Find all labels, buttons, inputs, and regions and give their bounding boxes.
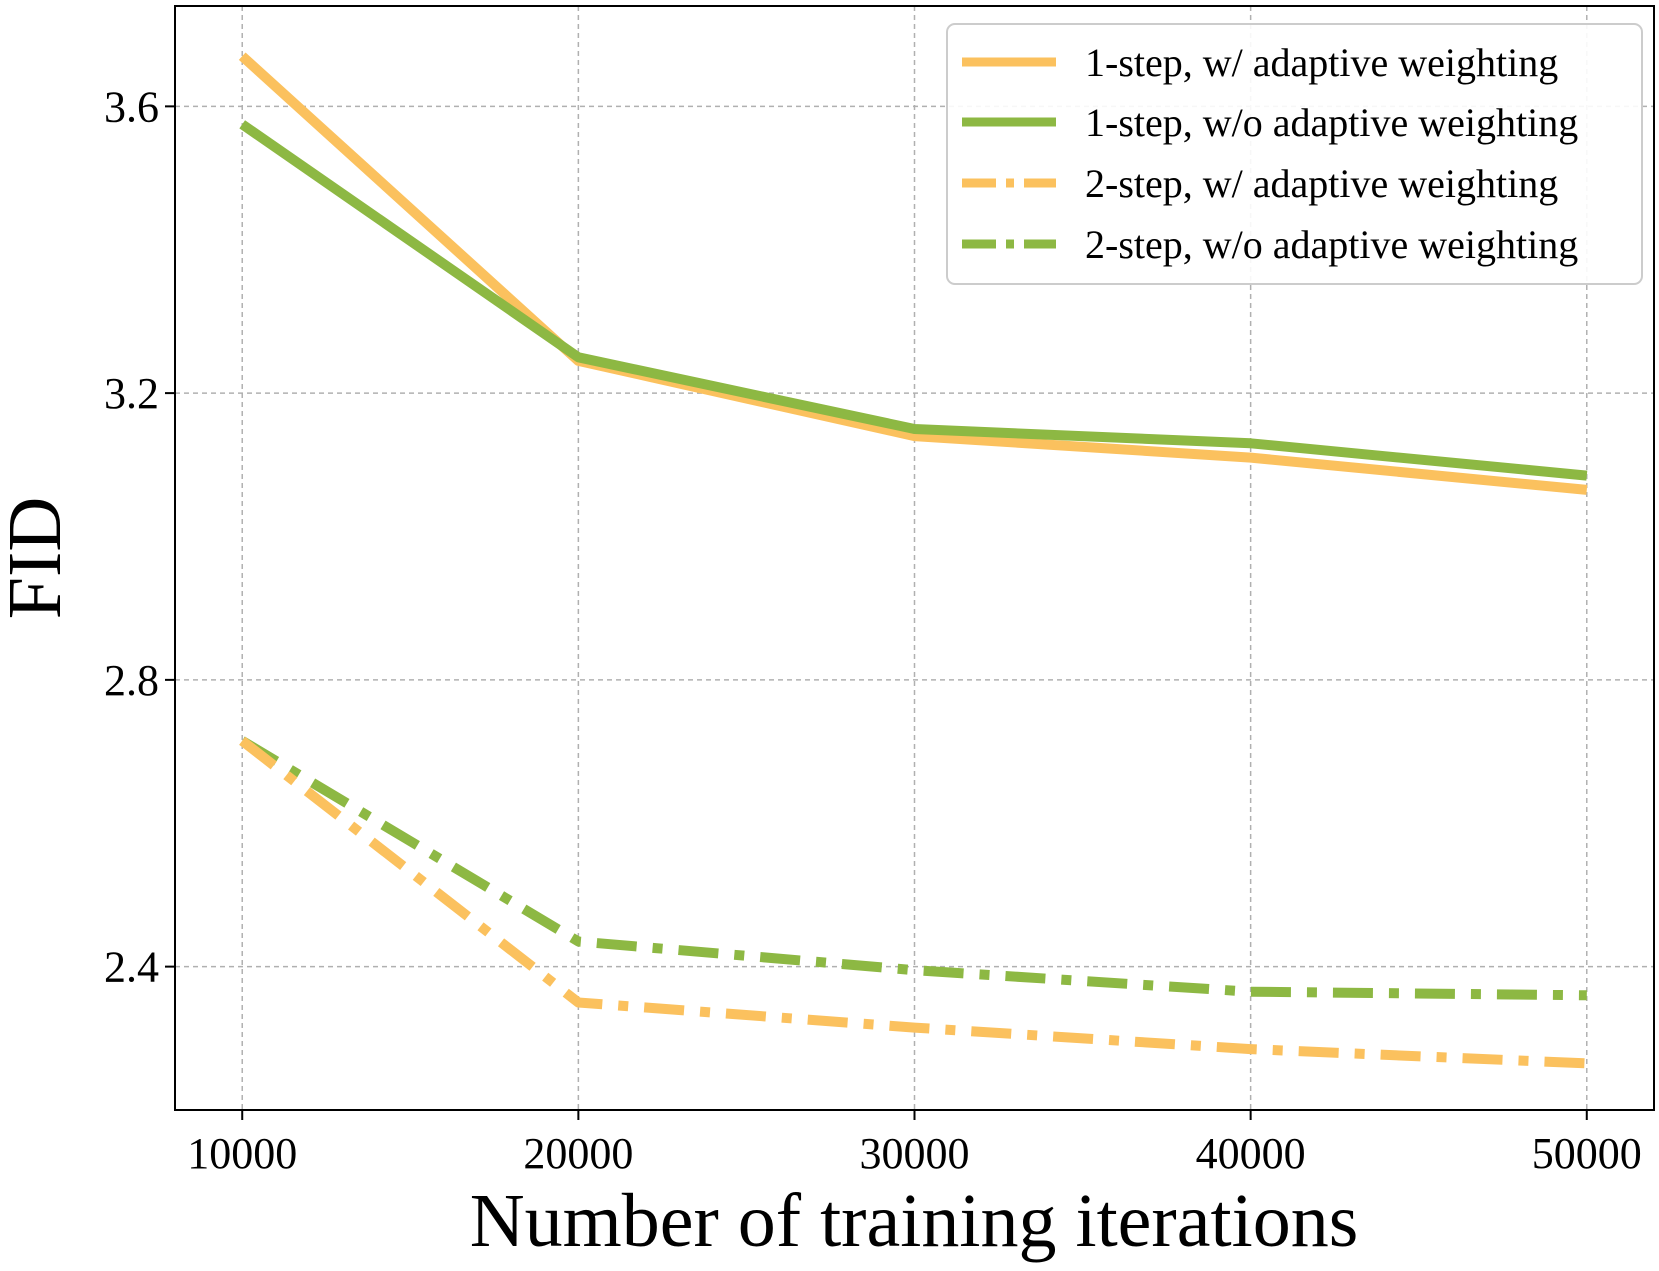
x-tick-label: 40000 [1196, 1129, 1306, 1178]
series-line-4 [239, 736, 1587, 1001]
y-tick-label: 2.8 [104, 656, 159, 705]
legend-label-2: 1-step, w/o adaptive weighting [1085, 100, 1578, 145]
x-axis-title: Number of training iterations [470, 1179, 1359, 1263]
legend-label-3: 2-step, w/ adaptive weighting [1085, 161, 1558, 206]
x-tick-label: 10000 [187, 1129, 297, 1178]
series-line-1 [238, 52, 1588, 495]
series-line-3 [239, 736, 1588, 1069]
legend-box [946, 23, 1643, 285]
legend: 1-step, w/ adaptive weighting 1-step, w/… [946, 23, 1643, 285]
x-tick-label: 20000 [523, 1129, 633, 1178]
y-tick-label: 3.6 [104, 82, 159, 131]
y-tick-label: 3.2 [104, 369, 159, 418]
x-tick-label: 50000 [1532, 1129, 1642, 1178]
y-tick-label: 2.4 [104, 943, 159, 992]
series-line-2 [239, 120, 1588, 481]
x-tick-label: 30000 [860, 1129, 970, 1178]
legend-label-4: 2-step, w/o adaptive weighting [1085, 222, 1578, 267]
axis-ticks: 10000 20000 30000 40000 50000 2.4 2.8 3.2 3.6 [104, 82, 1642, 1178]
legend-label-1: 1-step, w/ adaptive weighting [1085, 40, 1558, 85]
y-axis-title: FID [0, 497, 77, 619]
series-lines [238, 52, 1588, 1069]
